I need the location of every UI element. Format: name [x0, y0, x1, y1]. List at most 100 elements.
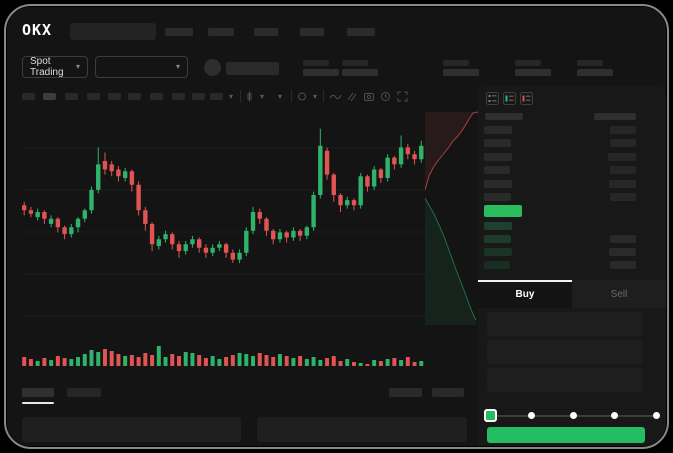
timeframe-button[interactable]: [128, 93, 141, 100]
nav-item-placeholder[interactable]: [347, 28, 375, 36]
orderbook-ask-price[interactable]: [484, 193, 511, 201]
timeframe-button[interactable]: [87, 93, 100, 100]
bottom-tab[interactable]: [67, 388, 101, 397]
candle: [75, 217, 81, 233]
orderbook-ask-price[interactable]: [484, 179, 512, 188]
timeframe-button[interactable]: [210, 93, 223, 100]
nav-item-placeholder[interactable]: [254, 28, 278, 36]
slider-stop-dot[interactable]: [569, 412, 577, 419]
orderbook-ask-price[interactable]: [484, 152, 512, 161]
orderbook-view-asks-icon[interactable]: [520, 92, 533, 105]
volume-bar: [123, 356, 128, 366]
orderbook-ask-price[interactable]: [484, 139, 511, 148]
nav-item-placeholder[interactable]: [165, 28, 193, 36]
last-price-badge[interactable]: [484, 205, 522, 217]
orderbook-ask-amount[interactable]: [608, 152, 636, 161]
candle-style-icon[interactable]: [246, 91, 258, 102]
orderbook-bid-price[interactable]: [484, 248, 512, 256]
stat-label-placeholder: [303, 60, 329, 66]
chevron-down-icon[interactable]: ▾: [313, 92, 318, 101]
volume-bar: [358, 363, 363, 366]
slider-handle[interactable]: [483, 409, 497, 422]
volume-bar: [116, 354, 121, 366]
slider-stop-dot[interactable]: [611, 412, 618, 419]
volume-bar: [318, 360, 323, 366]
timeframe-button[interactable]: [43, 93, 56, 100]
timeframe-button[interactable]: [192, 93, 205, 100]
orderbook-bid-price[interactable]: [484, 261, 510, 269]
candle: [392, 155, 397, 170]
orderbook-bid-amount[interactable]: [609, 248, 636, 256]
chevron-down-icon[interactable]: ▾: [260, 92, 265, 101]
volume-bar: [136, 357, 141, 366]
orderbook-ask-amount[interactable]: [610, 126, 636, 134]
orderbook-ask-price[interactable]: [484, 126, 512, 134]
volume-bar: [203, 358, 208, 366]
candle: [291, 227, 296, 241]
fullscreen-icon[interactable]: [397, 91, 409, 102]
orderbook-bid-amount[interactable]: [610, 261, 636, 269]
active-tab-underline: [22, 402, 54, 404]
asks-depth-line: [425, 111, 479, 191]
timeframe-more-chevron-icon[interactable]: ▾: [229, 92, 234, 101]
orderbook-view-bids-icon[interactable]: [503, 92, 516, 105]
orderbook-ask-amount[interactable]: [610, 139, 636, 148]
nav-item-placeholder[interactable]: [208, 28, 234, 36]
orderbook-bid-price[interactable]: [484, 235, 511, 243]
candle: [419, 140, 424, 163]
candle: [237, 249, 242, 263]
orderbook-view-all-icon[interactable]: [486, 92, 499, 105]
timeframe-button[interactable]: [150, 93, 163, 100]
indicators-icon[interactable]: [297, 91, 309, 102]
orderbook-ask-amount[interactable]: [610, 166, 636, 175]
timeframe-button[interactable]: [108, 93, 121, 100]
bottom-toolbar-placeholder[interactable]: [389, 388, 422, 397]
volume-bar: [163, 357, 168, 366]
volume-bar: [230, 355, 235, 366]
line-chart-icon[interactable]: [329, 91, 342, 102]
volume-bar: [190, 353, 195, 366]
bottom-toolbar-placeholder[interactable]: [432, 388, 464, 397]
history-clock-icon[interactable]: [380, 91, 392, 102]
okx-logo: OKX: [22, 21, 53, 39]
orderbook-panel: Buy Sell: [478, 86, 666, 446]
orderbook-ask-price[interactable]: [484, 166, 510, 175]
price-input[interactable]: [487, 312, 643, 336]
candlestick-chart[interactable]: [20, 108, 425, 332]
timeframe-button[interactable]: [65, 93, 78, 100]
timeframe-button[interactable]: [22, 93, 35, 100]
amount-input[interactable]: [487, 340, 643, 364]
candle: [405, 144, 411, 160]
total-input[interactable]: [487, 368, 643, 392]
orderbook-ask-amount[interactable]: [609, 179, 636, 188]
orderbook-bid-price[interactable]: [484, 222, 512, 230]
camera-icon[interactable]: [363, 91, 375, 102]
candle: [371, 166, 377, 190]
volume-bar: [251, 356, 256, 366]
volume-bar: [244, 354, 249, 366]
bids-depth-area: [425, 198, 476, 325]
chevron-down-icon[interactable]: ▾: [278, 92, 283, 101]
pair-selector-dropdown[interactable]: ▾: [95, 56, 188, 78]
volume-bar: [176, 356, 181, 366]
timeframe-button[interactable]: [172, 93, 185, 100]
nav-item-placeholder[interactable]: [300, 28, 324, 36]
ticker-stat: [342, 60, 382, 76]
candle: [284, 230, 289, 243]
tab-sell[interactable]: Sell: [572, 280, 666, 308]
search-input[interactable]: [70, 23, 156, 40]
slider-stop-dot[interactable]: [528, 412, 535, 419]
orderbook-header-left: [485, 113, 523, 120]
bottom-panel-placeholder: [257, 417, 467, 442]
orderbook-bid-amount[interactable]: [610, 235, 636, 243]
tab-buy[interactable]: Buy: [478, 280, 572, 308]
slider-stop-dot[interactable]: [652, 412, 660, 419]
orderbook-header-right: [594, 113, 636, 120]
candle: [257, 208, 262, 224]
market-type-dropdown[interactable]: Spot Trading ▾: [22, 56, 88, 78]
candle: [358, 172, 363, 209]
buy-submit-button[interactable]: [487, 427, 645, 443]
bottom-tab[interactable]: [22, 388, 54, 397]
drawing-tools-icon[interactable]: [346, 91, 358, 102]
orderbook-ask-amount[interactable]: [610, 193, 636, 201]
